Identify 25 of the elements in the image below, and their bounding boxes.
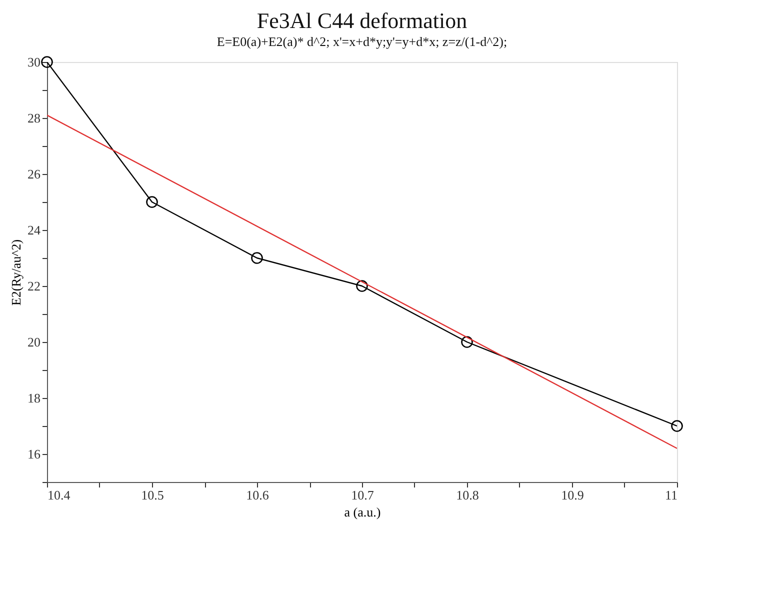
point: [671, 420, 683, 432]
chart-subtitle: E=E0(a)+E2(a)* d^2; x'=x+d*y;y'=y+d*x; z=z/(1-d^2);: [216, 34, 508, 50]
point: [41, 56, 53, 68]
y-tick-label: 28: [28, 110, 40, 126]
x-tick-label: 10.8: [456, 488, 479, 502]
point: [356, 280, 368, 292]
x-tick-label: 10.5: [141, 488, 164, 502]
x-tick-label: 10.6: [246, 488, 270, 502]
y-axis-title: E2(Ry/au^2): [8, 239, 24, 306]
point: [251, 252, 263, 264]
y-tick-label: 18: [28, 390, 40, 406]
y-tick-label: 30: [28, 54, 40, 70]
x-tick-label: 10.7: [351, 488, 374, 502]
y-tick-label: 16: [28, 446, 41, 462]
x-axis-title: a (a.u.): [344, 504, 381, 520]
y-tick-label: 20: [28, 334, 40, 350]
x-tick-label: 10.9: [561, 488, 584, 502]
x-tick-label: 11: [664, 488, 678, 502]
x-tick-label: 10.4: [48, 488, 71, 502]
point: [461, 336, 473, 348]
y-tick-label: 22: [28, 278, 40, 294]
y-tick-label: 24: [28, 222, 41, 238]
chart-title: Fe3Al C44 deformation: [256, 8, 468, 34]
point: [146, 196, 158, 208]
y-tick-label: 26: [28, 166, 41, 182]
